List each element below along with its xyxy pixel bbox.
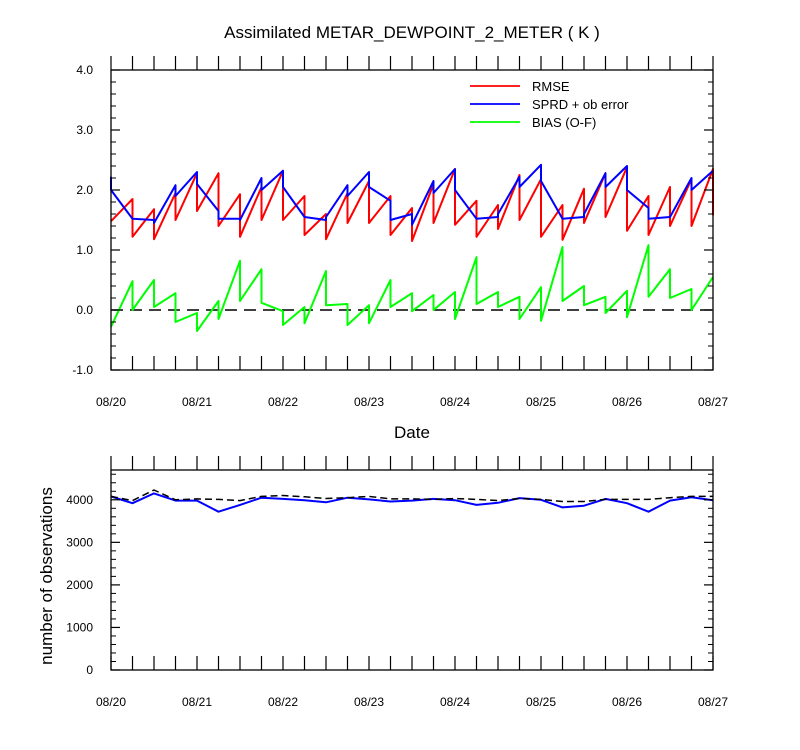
y-tick-label: 1.0 xyxy=(76,243,93,257)
top-y-axis: -1.0 0.0 1.0 2.0 3.0 4.0 xyxy=(72,63,713,377)
y-tick-label: 4.0 xyxy=(76,63,93,77)
legend: RMSE SPRD + ob error BIAS (O-F) xyxy=(470,79,629,130)
x-tick-label: 08/27 xyxy=(698,695,728,709)
legend-label-sprd: SPRD + ob error xyxy=(532,97,629,112)
legend-label-rmse: RMSE xyxy=(532,79,570,94)
series-line-bias-o-f xyxy=(110,244,714,332)
x-axis-title: Date xyxy=(394,423,430,442)
x-tick-label: 08/22 xyxy=(268,695,298,709)
chart-title: Assimilated METAR_DEWPOINT_2_METER ( K ) xyxy=(224,23,600,42)
bottom-series-group xyxy=(110,489,714,513)
series-line-observations-used xyxy=(110,492,714,513)
y-tick-label: 1000 xyxy=(66,620,93,634)
y-tick-label: 2.0 xyxy=(76,183,93,197)
x-tick-label: 08/26 xyxy=(612,695,642,709)
x-tick-label: 08/21 xyxy=(182,395,212,409)
x-tick-label: 08/24 xyxy=(440,395,470,409)
x-tick-label: 08/25 xyxy=(526,695,556,709)
x-tick-label: 08/23 xyxy=(354,695,384,709)
series-line-rmse xyxy=(110,166,714,242)
series-line-observations-possible xyxy=(110,489,713,503)
x-tick-label: 08/20 xyxy=(96,395,126,409)
y-tick-label: 0 xyxy=(86,663,93,677)
y-tick-label: 3000 xyxy=(66,535,93,549)
top-series-group xyxy=(110,163,714,332)
x-tick-label: 08/21 xyxy=(182,695,212,709)
legend-label-bias: BIAS (O-F) xyxy=(532,115,596,130)
x-tick-label: 08/24 xyxy=(440,695,470,709)
y-tick-label: 3.0 xyxy=(76,123,93,137)
y-axis-title-observations: number of observations xyxy=(37,487,56,665)
y-tick-label: 2000 xyxy=(66,578,93,592)
y-tick-label: -1.0 xyxy=(72,363,93,377)
x-tick-label: 08/22 xyxy=(268,395,298,409)
x-tick-label: 08/27 xyxy=(698,395,728,409)
y-tick-label: 4000 xyxy=(66,493,93,507)
top-x-axis: 08/20 08/21 08/22 08/23 08/24 08/25 08/26 08/27 xyxy=(96,56,728,409)
x-tick-label: 08/20 xyxy=(96,695,126,709)
bottom-x-axis: 08/20 08/21 08/22 08/23 08/24 08/25 08/26 08/27 xyxy=(96,456,728,709)
rmse-spread-bias-chart: Assimilated METAR_DEWPOINT_2_METER ( K )… xyxy=(72,23,728,442)
y-tick-label: 0.0 xyxy=(76,303,93,317)
x-tick-label: 08/23 xyxy=(354,395,384,409)
bottom-y-axis: 0 1000 2000 3000 4000 xyxy=(66,473,713,677)
x-tick-label: 08/26 xyxy=(612,395,642,409)
x-tick-label: 08/25 xyxy=(526,395,556,409)
series-line-sprd-ob-error xyxy=(110,163,714,226)
